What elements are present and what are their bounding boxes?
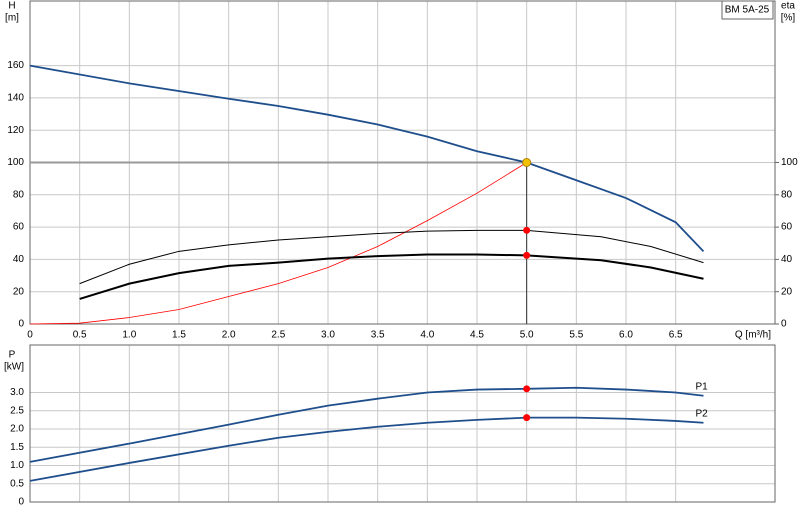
series-line	[79, 253, 704, 300]
y-tick-label: 2.5	[10, 405, 24, 416]
y2-tick-label: 80	[781, 189, 793, 200]
y-axis-label: P	[9, 350, 16, 361]
x-tick-label: 0.5	[73, 330, 87, 341]
series-line	[29, 416, 704, 482]
y2-tick-label: 60	[781, 222, 793, 233]
y-tick-label: 3.0	[10, 387, 24, 398]
y-axis-label: H	[8, 1, 15, 12]
y-axis-unit: [m]	[5, 13, 19, 24]
model-label: BM 5A-25	[725, 5, 770, 16]
x-tick-label: 5.0	[520, 330, 534, 341]
operating-point	[523, 414, 531, 422]
y-tick-label: 20	[13, 286, 25, 297]
y2-tick-label: 20	[781, 286, 793, 297]
series-line	[29, 64, 705, 252]
series-label: P1	[695, 381, 708, 392]
operating-point	[523, 251, 531, 259]
y-tick-label: 0.5	[10, 478, 24, 489]
y2-axis-label: eta	[781, 1, 795, 12]
duty-point	[522, 158, 532, 167]
y-tick-label: 100	[7, 157, 24, 168]
series-label: P2	[695, 408, 708, 419]
y-tick-label: 120	[7, 125, 24, 136]
x-tick-label: 1.5	[172, 330, 186, 341]
series-line	[29, 386, 704, 463]
y-tick-label: 1.0	[10, 460, 24, 471]
y-tick-label: 40	[13, 254, 25, 265]
y2-tick-label: 40	[781, 254, 793, 265]
x-tick-label: 2.5	[271, 330, 285, 341]
operating-point	[523, 385, 531, 393]
plot-frame	[29, 344, 776, 503]
x-tick-label: 3.0	[321, 330, 335, 341]
x-tick-label: 6.0	[619, 330, 633, 341]
x-tick-label: 1.0	[122, 330, 136, 341]
x-axis-label: Q [m³/h]	[735, 330, 771, 341]
y-tick-label: 80	[13, 189, 25, 200]
series-line	[79, 229, 704, 285]
series-line	[29, 162, 527, 325]
y-tick-label: 0	[18, 319, 24, 330]
x-tick-label: 3.5	[371, 330, 385, 341]
y-tick-label: 140	[7, 93, 24, 104]
y-tick-label: 0	[18, 497, 24, 508]
y-tick-label: 1.5	[10, 442, 24, 453]
x-tick-label: 4.5	[470, 330, 484, 341]
x-tick-label: 0	[27, 330, 33, 341]
y-axis-unit: [kW]	[4, 362, 24, 373]
operating-point	[523, 226, 531, 234]
x-tick-label: 6.5	[669, 330, 683, 341]
y-tick-label: 60	[13, 222, 25, 233]
y2-tick-label: 100	[781, 157, 798, 168]
y2-tick-label: 0	[781, 319, 787, 330]
x-tick-label: 4.0	[420, 330, 434, 341]
x-tick-label: 5.5	[569, 330, 583, 341]
y-tick-label: 2.0	[10, 424, 24, 435]
y-tick-label: 160	[7, 60, 24, 71]
y2-axis-unit: [%]	[781, 13, 796, 24]
x-tick-label: 2.0	[222, 330, 236, 341]
